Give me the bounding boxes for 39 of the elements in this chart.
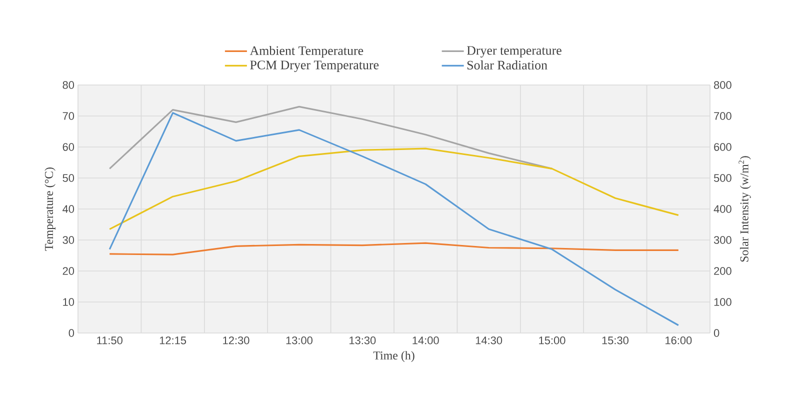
legend-label: Dryer temperature (466, 46, 562, 58)
y2-tick-label: 800 (714, 81, 732, 89)
x-tick-label: 12:15 (160, 336, 186, 344)
x-tick-label: 11:50 (97, 336, 122, 344)
y-axis-title: Temperature (°C) (44, 168, 56, 251)
x-tick-label: 13:00 (286, 336, 312, 344)
y-tick-label: 0 (68, 329, 74, 337)
y-tick-label: 80 (62, 81, 74, 89)
x-tick-label: 15:00 (539, 336, 566, 344)
y2-tick-label: 100 (714, 298, 732, 306)
y-tick-label: 70 (62, 112, 74, 120)
y2-axis-title: Solar Intensity (w/m$^{2}$) (738, 156, 751, 262)
x-tick-label: 16:00 (666, 336, 692, 344)
y2-tick-label: 300 (714, 236, 732, 244)
y2-tick-label: 200 (714, 267, 732, 275)
y2-tick-label: 0 (714, 329, 720, 337)
y2-tick-label: 400 (714, 205, 732, 213)
legend-label: Solar Radiation (467, 60, 548, 70)
x-tick-label: 12:30 (223, 336, 250, 344)
y-tick-label: 40 (62, 205, 74, 213)
line-series (108, 148, 680, 230)
line-series (108, 112, 680, 326)
y2-tick-label: 700 (714, 112, 732, 120)
x-tick-label: 14:00 (412, 336, 439, 344)
legend-label: Ambient Temperature (250, 46, 364, 58)
line-series (108, 106, 553, 170)
x-tick-label: 15:30 (602, 336, 628, 344)
x-axis-title: Time (h) (373, 351, 414, 362)
x-tick-label: 13:30 (350, 336, 376, 344)
y-tick-label: 10 (63, 298, 74, 306)
y-tick-label: 30 (62, 236, 74, 244)
y-tick-label: 20 (62, 267, 74, 275)
line-series (108, 242, 680, 256)
x-tick-label: 14:30 (476, 336, 502, 344)
legend-label: PCM Dryer Temperature (250, 60, 379, 72)
y-tick-label: 50 (62, 174, 74, 182)
y2-tick-label: 500 (714, 174, 732, 182)
y2-tick-label: 600 (714, 143, 732, 151)
y-tick-label: 60 (62, 143, 74, 151)
